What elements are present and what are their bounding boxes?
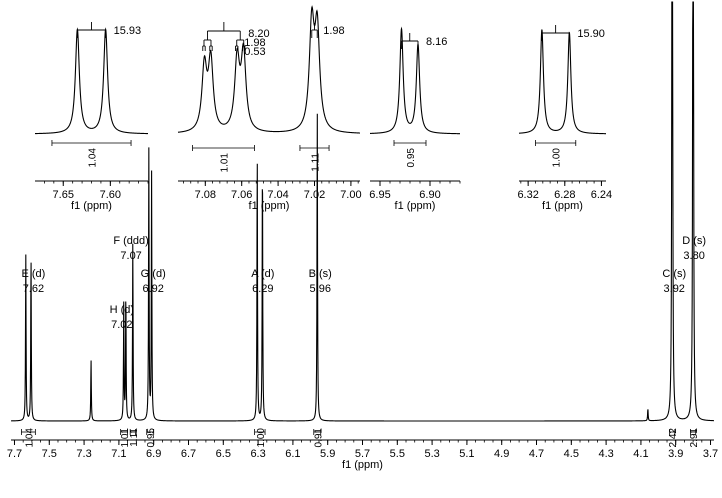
inset-tick-label: 6.24 — [591, 189, 612, 201]
inset-tick-label: 6.32 — [517, 189, 538, 201]
inset-2-trace — [177, 5, 361, 134]
inset-axis-title: f1 (ppm) — [71, 200, 112, 212]
multiplet-shift-B: 5.96 — [310, 283, 331, 295]
multiplet-label-C: C (s) — [662, 268, 686, 280]
x-tick-label: 6.1 — [285, 448, 300, 460]
multiplet-shift-E: 7.62 — [23, 283, 44, 295]
multiplet-label-D: D (s) — [682, 235, 706, 247]
x-tick-label: 7.7 — [7, 448, 22, 460]
x-tick-label: 5.3 — [424, 448, 439, 460]
inset-integral-value: 1.04 — [88, 148, 99, 168]
coupling-constant: 15.93 — [114, 25, 142, 37]
x-tick-label: 5.5 — [390, 448, 405, 460]
inset-tick-label: 7.00 — [340, 189, 361, 201]
x-tick-label: 5.9 — [320, 448, 335, 460]
multiplet-label-A: A (d) — [251, 268, 274, 280]
x-tick-label: 3.7 — [703, 448, 718, 460]
integral-value: 1.01 — [120, 428, 131, 448]
multiplet-label-G: G (d) — [141, 268, 166, 280]
integral-value: 1.04 — [24, 428, 35, 448]
x-tick-label: 4.7 — [529, 448, 544, 460]
inset-integral-value: 1.11 — [311, 153, 322, 172]
multiplet-label-E: E (d) — [21, 268, 45, 280]
multiplet-shift-D: 3.80 — [683, 250, 704, 262]
inset-4-trace — [518, 29, 606, 135]
x-tick-label: 5.7 — [355, 448, 370, 460]
inset-integral-value: 0.95 — [406, 148, 417, 168]
x-tick-label: 6.5 — [216, 448, 231, 460]
inset-1-trace — [35, 27, 148, 135]
multiplet-shift-F: 7.07 — [120, 250, 141, 262]
x-tick-label: 4.5 — [564, 448, 579, 460]
x-tick-label: 4.9 — [494, 448, 509, 460]
inset-tick-label: 7.65 — [53, 189, 74, 201]
coupling-constant: 15.90 — [577, 28, 605, 40]
inset-tick-label: 7.60 — [100, 189, 121, 201]
inset-tick-label: 6.28 — [554, 189, 575, 201]
coupling-constant: 0.53 — [244, 46, 265, 58]
inset-axis-title: f1 (ppm) — [542, 200, 583, 212]
spectrum-trace — [10, 1, 715, 422]
x-tick-label: 3.9 — [668, 448, 683, 460]
integral-value: 0.95 — [146, 428, 157, 448]
multiplet-label-F: F (ddd) — [113, 235, 148, 247]
x-tick-label: 7.3 — [76, 448, 91, 460]
integral-value: 1.11 — [129, 428, 140, 447]
inset-tick-label: 7.02 — [304, 189, 325, 201]
integral-value: 2.91 — [689, 428, 700, 448]
inset-tick-label: 7.06 — [231, 189, 252, 201]
multiplet-shift-H: 7.02 — [111, 319, 132, 331]
multiplet-label-B: B (s) — [309, 268, 332, 280]
inset-tick-label: 6.90 — [419, 189, 440, 201]
inset-integral-value: 1.01 — [220, 153, 231, 173]
x-tick-label: 6.3 — [250, 448, 265, 460]
integral-value: 0.91 — [313, 428, 324, 448]
inset-tick-label: 7.08 — [195, 189, 216, 201]
coupling-constant: 1.98 — [323, 25, 344, 37]
inset-tick-label: 7.04 — [267, 189, 288, 201]
x-tick-label: 4.3 — [598, 448, 613, 460]
coupling-constant: 8.20 — [248, 28, 269, 40]
multiplet-label-H: H (d) — [110, 304, 134, 316]
x-axis-title: f1 (ppm) — [342, 459, 383, 471]
inset-axis-title: f1 (ppm) — [249, 200, 290, 212]
inset-integral-value: 1.00 — [552, 148, 563, 168]
coupling-constant: 8.16 — [426, 36, 447, 48]
inset-tick-label: 6.95 — [369, 189, 390, 201]
multiplet-shift-A: 6.29 — [252, 283, 273, 295]
integral-value: 1.00 — [256, 428, 267, 448]
multiplet-shift-C: 3.92 — [664, 283, 685, 295]
x-tick-label: 6.7 — [181, 448, 196, 460]
coupling-constant: 1.98 — [244, 37, 265, 49]
x-tick-label: 4.1 — [633, 448, 648, 460]
x-tick-label: 7.5 — [42, 448, 57, 460]
x-tick-label: 5.1 — [459, 448, 474, 460]
integral-value: 2.42 — [668, 428, 679, 448]
multiplet-shift-G: 6.92 — [142, 283, 163, 295]
inset-axis-title: f1 (ppm) — [395, 200, 436, 212]
x-tick-label: 6.9 — [146, 448, 161, 460]
x-tick-label: 7.1 — [111, 448, 126, 460]
inset-3-trace — [369, 26, 460, 135]
